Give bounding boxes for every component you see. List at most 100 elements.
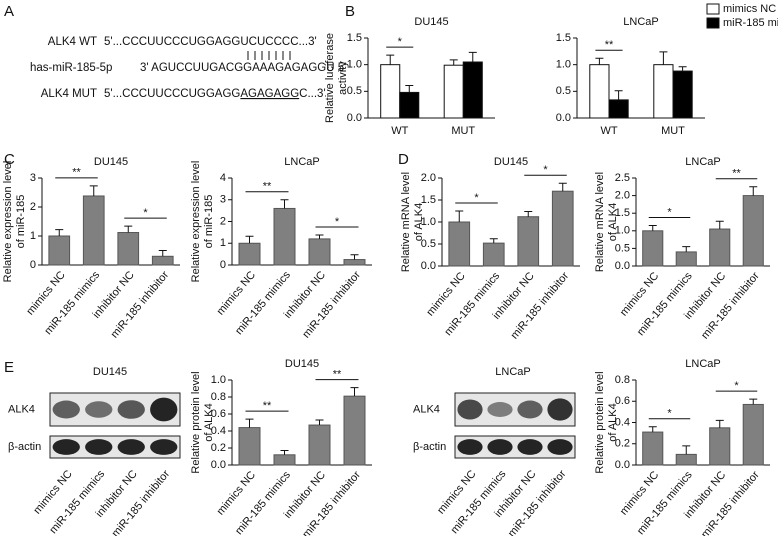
y-tick-label: 0.0 [211,459,226,471]
seq-part: C...3' [299,88,325,100]
bar [308,424,331,466]
y-axis-label: Relative mRNA level [594,172,606,272]
seq-name: ALK4 WT [48,36,97,48]
y-tick-label: 2 [30,201,36,213]
blot-band [487,402,513,417]
bar [709,228,731,267]
y-tick-label: 0.0 [615,459,630,471]
y-tick-label: 0.4 [211,425,226,437]
legend-swatch [706,3,720,15]
bar [238,242,261,266]
blot-band [517,439,543,455]
error-bar [245,235,254,244]
bar [343,259,366,266]
bar [675,251,697,267]
error-bar [659,51,668,65]
y-tick-label: 0.2 [615,438,630,450]
error-bar [682,445,691,455]
y-axis-label: Relative protein level [190,371,202,473]
error-bar [558,182,567,192]
sig-label: ** [605,39,614,51]
bar [151,255,174,266]
error-bar [489,238,498,244]
error-bar [386,54,395,65]
y-axis-label: Relative expression level [190,161,202,283]
chart-title: DU145 [414,16,448,28]
panel-label: B [345,3,355,20]
blot-band [150,439,178,455]
error-bar [749,398,758,405]
error-bar [749,186,758,196]
legend-swatch [706,17,720,29]
y-tick-label: 3 [220,194,226,206]
seq-name: ALK4 MUT [41,88,97,100]
chart-title: LNCaP [284,156,319,168]
error-bar [245,418,254,428]
lane-label: miR-185 inhibitor [110,468,173,536]
error-bar [715,220,724,230]
y-axis-label: Relative protein level [594,371,606,473]
y-tick-label: 1.5 [556,32,571,44]
blot-title: DU145 [93,366,127,378]
blot-band [85,401,113,418]
y-tick-label: 0 [30,259,36,271]
bar [675,453,697,466]
sequence: 3' AGUCCUUGACGGAAAGAGAGGU 5' [140,62,346,74]
error-bar [405,84,414,93]
bar [551,190,574,267]
error-bar [350,387,359,397]
y-tick-label: 0.6 [211,408,226,420]
sig-label: * [474,192,479,204]
bar [608,99,629,119]
error-bar [315,419,324,426]
chart-title: DU145 [494,156,528,168]
blot-strip [454,435,576,459]
y-tick-label: 0.0 [556,112,571,124]
y-tick-label: 0.5 [556,85,571,97]
y-tick-label: 0.6 [615,395,630,407]
sig-label: * [667,408,672,420]
bar [117,232,140,266]
error-bar [350,254,359,260]
y-tick-label: 0.8 [211,391,226,403]
error-bar [715,419,724,428]
y-tick-label: 1.0 [347,59,362,71]
blot-protein: ALK4 [8,403,35,415]
bar [462,61,483,119]
bar [642,431,664,466]
y-tick-label: 1.5 [421,194,436,206]
error-bar [614,90,623,100]
bar [448,221,471,267]
sig-label: * [335,216,340,228]
x-tick-label: MUT [661,125,685,137]
error-bar [280,199,289,209]
blot-protein: β-actin [8,441,41,453]
error-bar [124,225,133,233]
chart-title: LNCaP [623,16,658,28]
bar [589,64,610,119]
error-bar [280,450,289,455]
sig-label: * [734,380,739,392]
blot-band [487,439,513,455]
y-tick-label: 1.0 [556,59,571,71]
error-bar [524,210,533,217]
bar [742,403,764,466]
y-tick-label: 2.0 [421,172,436,184]
y-tick-label: 0 [220,259,226,271]
chart-title: DU145 [94,156,128,168]
base-pairs [247,51,291,60]
bar [653,64,674,119]
chart-title: DU145 [285,358,319,370]
bar [82,195,105,266]
y-axis-label: of ALK4 [413,203,425,242]
y-tick-label: 2.5 [615,172,630,184]
sequence: 5'...CCCUUCCCUGGAGGUCUCCCC...3' [104,36,317,48]
error-bar [158,250,167,257]
sig-label: ** [333,369,342,381]
y-tick-label: 1.0 [421,216,436,228]
blot-band [547,439,573,455]
panel-label: A [4,3,14,20]
panel-label: C [4,151,15,168]
error-bar [648,426,657,433]
sequence: 5'...CCCUUCCCUGGAGGAGAGAGGC...3' [104,88,326,100]
